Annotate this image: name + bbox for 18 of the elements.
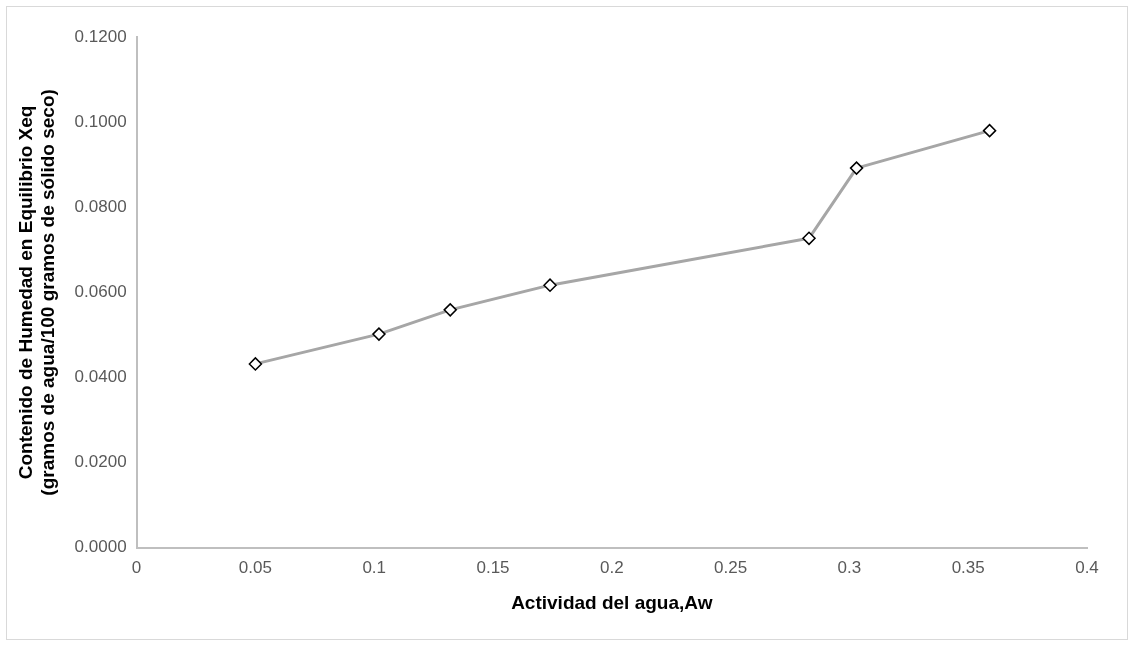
x-tick-label: 0 [131, 557, 142, 577]
x-tick-label: 0.4 [1075, 557, 1099, 577]
x-tick-label: 0.15 [476, 557, 510, 577]
x-tick-label: 0.2 [599, 557, 624, 577]
x-axis-title: Actividad del agua,Aw [511, 591, 713, 613]
x-tick-label: 0.35 [951, 557, 985, 577]
x-tick-label: 0.05 [238, 557, 272, 577]
y-tick-label: 0.0600 [74, 282, 127, 302]
y-tick-label: 0.0800 [74, 196, 127, 216]
y-tick-label: 0.1000 [74, 111, 127, 131]
x-tick-label: 0.25 [714, 557, 748, 577]
y-tick-label: 0.0400 [74, 367, 127, 387]
y-tick-label: 0.0200 [74, 452, 127, 472]
x-tick-label: 0.1 [362, 557, 387, 577]
x-tick-label: 0.3 [837, 557, 862, 577]
y-tick-label: 0.1200 [74, 26, 127, 46]
y-axis-title: Contenido de Humedad en Equilibrio Xeq (gramos de agua/100 gramos de sólido seco) [14, 89, 59, 496]
y-tick-label: 0.0000 [74, 537, 127, 557]
